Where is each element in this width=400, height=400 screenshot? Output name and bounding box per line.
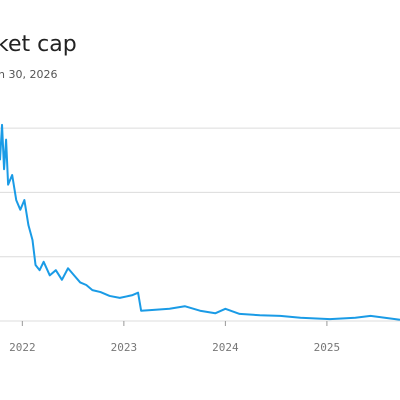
- line-series: [0, 123, 400, 321]
- x-tick-label: 2022: [9, 341, 36, 354]
- chart-title: ket cap: [0, 32, 77, 57]
- x-tick-label: 2023: [111, 341, 138, 354]
- chart-subtitle: n 30, 2026: [0, 68, 57, 81]
- x-tick-label: 2024: [212, 341, 239, 354]
- x-tick-label: 2025: [314, 341, 341, 354]
